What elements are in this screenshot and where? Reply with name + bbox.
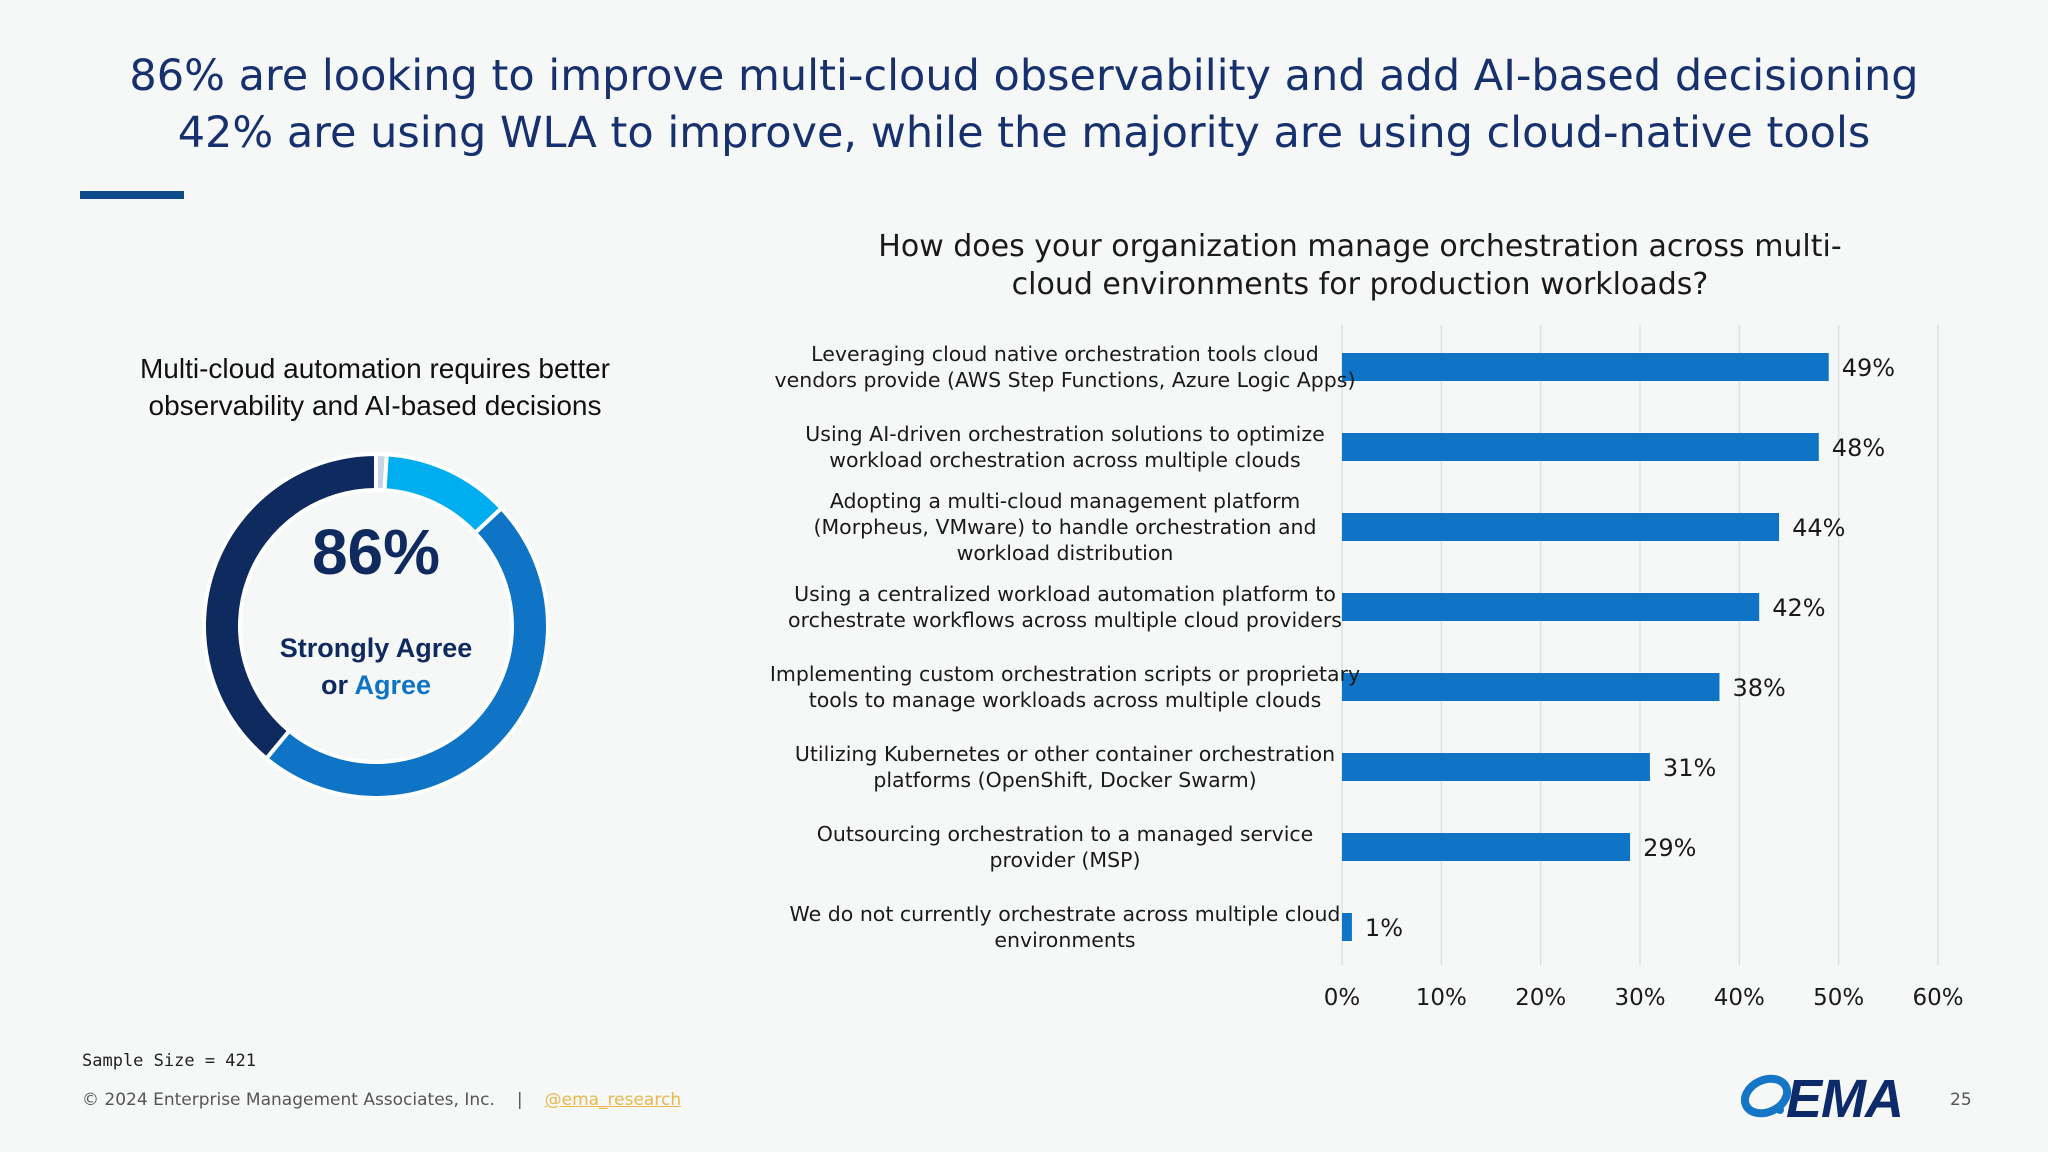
bar-value-label: 29% [1643, 834, 1696, 862]
donut-caption-or: or [320, 670, 348, 700]
headline-line-1: 86% are looking to improve multi-cloud o… [129, 51, 1919, 101]
bar-value-label: 1% [1365, 914, 1403, 942]
donut-segment-2 [263, 505, 550, 800]
x-tick-label: 20% [1515, 985, 1566, 1011]
slide-headline: 86% are looking to improve multi-cloud o… [60, 48, 1988, 162]
sample-size: Sample Size = 421 [82, 1051, 256, 1071]
bar-0 [1342, 353, 1829, 381]
bar-2 [1342, 513, 1780, 541]
ema-logo: EMA [1786, 1069, 1904, 1129]
bar-chart-question-line1: How does your organization manage orches… [878, 229, 1842, 264]
bar-category-label: Leveraging cloud native orchestration to… [775, 342, 1356, 392]
bar-1 [1342, 433, 1819, 461]
bar-3 [1342, 593, 1760, 621]
accent-rule [80, 191, 184, 199]
bar-chart-question-line2: cloud environments for production worklo… [1011, 267, 1709, 302]
x-tick-label: 40% [1714, 985, 1765, 1011]
bar-value-label: 48% [1832, 434, 1885, 462]
x-tick-label: 30% [1614, 985, 1665, 1011]
x-tick-label: 60% [1912, 985, 1963, 1011]
donut-segment-3 [202, 451, 378, 762]
bar-4 [1342, 673, 1720, 701]
bar-category-label: We do not currently orchestrate across m… [790, 902, 1341, 952]
bar-value-label: 44% [1792, 514, 1845, 542]
bar-5 [1342, 753, 1650, 781]
donut-caption-line1: Strongly Agree [279, 633, 473, 663]
donut-caption: Strongly Agree or Agree [256, 630, 496, 704]
bar-category-label: Utilizing Kubernetes or other container … [795, 742, 1335, 792]
bar-value-label: 42% [1772, 594, 1825, 622]
bar-value-label: 31% [1663, 754, 1716, 782]
bar-7 [1342, 913, 1352, 941]
bar-chart-question: How does your organization manage orches… [860, 228, 1860, 304]
footer: © 2024 Enterprise Management Associates,… [82, 1090, 681, 1110]
bar-category-label: Adopting a multi-cloud management platfo… [813, 489, 1316, 565]
bar-category-label: Using a centralized workload automation … [788, 582, 1342, 632]
page-number: 25 [1950, 1090, 1972, 1110]
bar-category-label: Outsourcing orchestration to a managed s… [817, 822, 1314, 872]
copyright: © 2024 Enterprise Management Associates,… [82, 1090, 495, 1110]
bar-category-label: Implementing custom orchestration script… [770, 662, 1360, 712]
x-tick-label: 10% [1416, 985, 1467, 1011]
donut-caption-line2: or Agree [256, 667, 496, 704]
bar-6 [1342, 833, 1631, 861]
footer-separator: | [516, 1090, 523, 1110]
bar-value-label: 38% [1732, 674, 1785, 702]
social-handle-link[interactable]: @ema_research [544, 1090, 682, 1110]
donut-caption-agree: Agree [354, 670, 432, 700]
bar-category-label: Using AI-driven orchestration solutions … [805, 422, 1324, 472]
ema-logo-swoosh-icon [1740, 1074, 1792, 1118]
headline-line-2: 42% are using WLA to improve, while the … [177, 108, 1871, 158]
x-tick-label: 50% [1813, 985, 1864, 1011]
donut-chart [202, 451, 550, 800]
donut-title: Multi-cloud automation requires better o… [139, 353, 610, 421]
bar-chart: 0% 10% 20% 30% 40% 50% 60% 49% Leveraging cloud … [770, 325, 1964, 1011]
donut-value: 86% [311, 516, 441, 588]
x-tick-label: 0% [1324, 985, 1361, 1011]
bar-value-label: 49% [1842, 354, 1895, 382]
